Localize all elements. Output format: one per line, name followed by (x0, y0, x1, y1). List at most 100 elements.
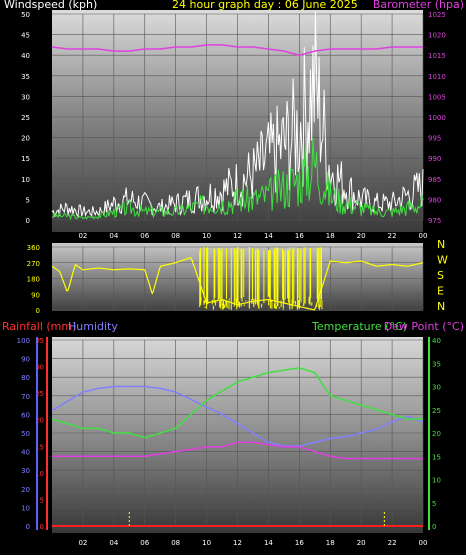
temperature-tick-label: 10 (432, 477, 441, 485)
x-tick-label-bottom: 02 (78, 539, 87, 547)
x-tick-label-bottom: 04 (109, 539, 118, 547)
compass-label: N (437, 300, 445, 313)
temp-series (51, 367, 424, 527)
barometer-tick-label: 990 (428, 155, 441, 163)
barometer-tick-label: 980 (428, 196, 441, 204)
humidity-tick-label: 60 (21, 411, 30, 419)
rain-tick-label: 30 (35, 364, 44, 372)
direction-tick-label: 0 (36, 307, 40, 315)
wind-tick-label: 20 (21, 135, 30, 143)
dewpoint-axis-label: Dew Point (°C) (384, 320, 464, 333)
barometer-tick-label: 1020 (428, 32, 446, 40)
barometer-tick-label: 1010 (428, 73, 446, 81)
wind-tick-label: 50 (21, 11, 30, 19)
humidity-tick-label: 80 (21, 374, 30, 382)
barometer-tick-label: 1005 (428, 93, 446, 101)
wind-avg-line (51, 138, 424, 221)
barometer-tick-label: 1025 (428, 11, 446, 19)
direction-tick-label: 270 (27, 260, 40, 268)
x-tick-label: 06 (140, 232, 149, 240)
rain-tick-label: 20 (35, 417, 44, 425)
temperature-tick-label: 5 (432, 500, 436, 508)
temperature-tick-label: 25 (432, 407, 441, 415)
wind-tick-label: 40 (21, 52, 30, 60)
x-tick-label-bottom: 16 (295, 539, 304, 547)
humidity-tick-label: 0 (26, 523, 30, 531)
direction-tick-label: 90 (31, 291, 40, 299)
dewpoint-line (52, 441, 423, 460)
chart-title: 24 hour graph day : 06 June 2025 (172, 0, 358, 11)
humidity-tick-label: 50 (21, 430, 30, 438)
compass-label: S (437, 269, 444, 282)
humidity-tick-label: 40 (21, 449, 30, 457)
temperature-tick-label: 30 (432, 384, 441, 392)
temp-ticks: 0102030405060708090100051015202530350510… (17, 337, 441, 547)
compass-label: E (437, 285, 444, 298)
humidity-tick-label: 30 (21, 467, 30, 475)
x-tick-label-bottom: 00 (419, 539, 428, 547)
temperature-tick-label: 0 (432, 523, 436, 531)
rain-tick-label: 15 (35, 443, 44, 451)
x-tick-label: 00 (419, 232, 428, 240)
barometer-axis-label: Barometer (hpa) (373, 0, 464, 11)
wind-tick-label: 30 (21, 93, 30, 101)
x-tick-label: 08 (171, 232, 180, 240)
wind-tick-label: 15 (21, 155, 30, 163)
x-tick-label-bottom: 08 (171, 539, 180, 547)
barometer-tick-label: 1015 (428, 52, 446, 60)
x-tick-label: 12 (233, 232, 242, 240)
humidity-tick-label: 90 (21, 356, 30, 364)
barometer-tick-label: 975 (428, 217, 441, 225)
rain-tick-label: 25 (35, 390, 44, 398)
wind-tick-label: 5 (26, 196, 30, 204)
x-tick-label-bottom: 20 (357, 539, 366, 547)
rain-tick-label: 35 (35, 337, 44, 345)
compass-label: W (437, 254, 448, 267)
barometer-line (51, 44, 423, 56)
humidity-axis-label: Humidity (68, 320, 118, 333)
rain-tick-label: 5 (40, 496, 44, 504)
wind-series (51, 11, 424, 221)
humidity-line (51, 385, 424, 447)
wind-axis-label: Windspeed (kph) (4, 0, 97, 11)
barometer-tick-label: 985 (428, 176, 441, 184)
humidity-tick-label: 70 (21, 393, 30, 401)
x-tick-label-bottom: 18 (326, 539, 335, 547)
wind-tick-label: 10 (21, 176, 30, 184)
humidity-tick-label: 20 (21, 486, 30, 494)
wind-tick-label: 25 (21, 114, 30, 122)
x-tick-label: 02 (78, 232, 87, 240)
x-tick-label: 10 (202, 232, 211, 240)
rain-tick-label: 0 (40, 523, 44, 531)
x-tick-label: 16 (295, 232, 304, 240)
x-tick-label: 22 (388, 232, 397, 240)
temperature-tick-label: 15 (432, 453, 441, 461)
wind-tick-label: 35 (21, 73, 30, 81)
x-tick-label-bottom: 14 (264, 539, 273, 547)
x-tick-label: 20 (357, 232, 366, 240)
temperature-axis-label: Temperature (°C) (311, 320, 407, 333)
compass-label: N (437, 238, 445, 251)
x-tick-label: 04 (109, 232, 118, 240)
direction-spikes (199, 247, 323, 310)
direction-tick-label: 180 (27, 276, 40, 284)
x-tick-label-bottom: 22 (388, 539, 397, 547)
temperature-line (51, 367, 423, 439)
humidity-tick-label: 10 (21, 504, 30, 512)
temperature-tick-label: 20 (432, 430, 441, 438)
x-tick-label: 18 (326, 232, 335, 240)
x-tick-label: 14 (264, 232, 273, 240)
direction-series (51, 247, 424, 311)
rainfall-axis-label: Rainfall (mm) (2, 320, 76, 333)
rain-tick-label: 10 (35, 470, 44, 478)
barometer-tick-label: 995 (428, 135, 441, 143)
x-tick-label-bottom: 06 (140, 539, 149, 547)
wind-gust-line (51, 11, 424, 218)
humidity-tick-label: 100 (17, 337, 30, 345)
temperature-tick-label: 35 (432, 360, 441, 368)
temperature-tick-label: 40 (432, 337, 441, 345)
x-tick-label-bottom: 10 (202, 539, 211, 547)
wind-tick-label: 45 (21, 32, 30, 40)
